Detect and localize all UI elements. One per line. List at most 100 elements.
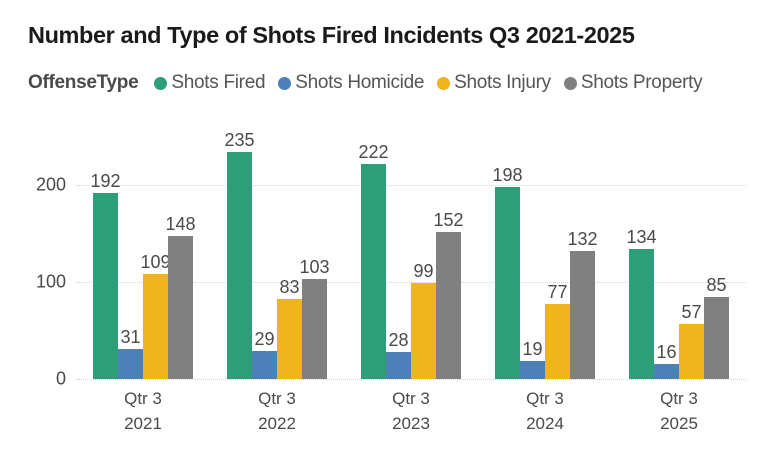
x-axis-year-text: 2023: [392, 414, 430, 433]
x-axis-quarter-text: Qtr 3: [660, 389, 698, 408]
bar-value-label: 29: [254, 328, 275, 349]
bar-rect[interactable]: [227, 151, 252, 379]
bar-rect[interactable]: [411, 283, 436, 379]
legend-swatch-icon: [563, 76, 577, 90]
bar-cluster: 235 29 83 103: [224, 79, 330, 379]
bar-rect[interactable]: [118, 349, 143, 379]
legend-item-shots-fired[interactable]: Shots Fired: [154, 72, 266, 94]
bar-shots-fired[interactable]: 222: [358, 79, 389, 379]
bar-value-label: 148: [165, 213, 196, 234]
bar-value-label: 103: [299, 257, 330, 278]
bar-value-label: 83: [279, 276, 300, 297]
bar-value-label: 132: [567, 229, 598, 250]
bar-cluster: 192 31 109 148: [90, 79, 196, 379]
bar-value-label: 235: [224, 129, 255, 150]
bar-value-label: 134: [626, 227, 657, 248]
bar-cluster: 134 16 57 85: [626, 79, 729, 379]
bar-shots-injury[interactable]: 109: [140, 79, 171, 379]
bar-value-label: 152: [433, 209, 464, 230]
x-axis-category-label: Qtr 3 2025: [609, 386, 749, 436]
x-axis-quarter-text: Qtr 3: [392, 389, 430, 408]
bar-value-label: 109: [140, 251, 171, 272]
bar-rect[interactable]: [361, 164, 386, 379]
legend-item-shots-injury[interactable]: Shots Injury: [437, 72, 551, 94]
bar-shots-injury[interactable]: 83: [277, 79, 302, 379]
legend-swatch-icon: [154, 76, 168, 90]
legend-item-shots-property[interactable]: Shots Property: [563, 72, 703, 94]
bar-rect[interactable]: [252, 350, 277, 379]
bar-value-label: 192: [90, 171, 121, 192]
x-axis-quarter-text: Qtr 3: [526, 389, 564, 408]
legend-item-list: Shots Fired Shots Homicide Shots Injury Sho…: [154, 72, 715, 94]
bar-value-label: 16: [656, 341, 677, 362]
bar-value-label: 198: [492, 165, 523, 186]
gridline: [76, 185, 746, 187]
chart-legend: OffenseType Shots Fired Shots Homicide Sho…: [28, 70, 715, 96]
bar-value-label: 99: [413, 261, 434, 282]
bar-value-label: 31: [120, 327, 141, 347]
legend-label: Shots Injury: [454, 72, 551, 93]
bar-shots-property[interactable]: 152: [433, 79, 464, 379]
bar-rect[interactable]: [545, 304, 570, 379]
bar-rect[interactable]: [570, 251, 595, 379]
legend-swatch-icon: [278, 76, 292, 90]
bar-rect[interactable]: [143, 273, 168, 379]
bar-value-label: 85: [706, 274, 727, 295]
bar-shots-homicide[interactable]: 31: [118, 79, 143, 379]
y-axis-tick-label: 0: [55, 368, 66, 389]
bar-rect[interactable]: [386, 351, 411, 379]
bar-shots-fired[interactable]: 198: [492, 79, 523, 379]
bar-shots-homicide[interactable]: 28: [386, 79, 411, 379]
legend-item-shots-homicide[interactable]: Shots Homicide: [278, 72, 424, 94]
bar-rect[interactable]: [302, 279, 327, 379]
x-axis-year-text: 2025: [660, 414, 698, 433]
bar-shots-property[interactable]: 148: [165, 79, 196, 379]
bar-rect[interactable]: [436, 231, 461, 379]
bar-shots-homicide[interactable]: 16: [654, 79, 679, 379]
x-axis-category-label: Qtr 3 2024: [475, 386, 615, 436]
bar-value-label: 19: [522, 338, 543, 359]
legend-label: Shots Homicide: [295, 72, 425, 93]
gridline: [76, 379, 746, 380]
bar-shots-injury[interactable]: 57: [679, 79, 704, 379]
bar-rect[interactable]: [654, 363, 679, 379]
bar-rect[interactable]: [277, 298, 302, 379]
bar-shots-property[interactable]: 103: [299, 79, 330, 379]
bar-shots-fired[interactable]: 192: [90, 79, 121, 379]
bar-shots-injury[interactable]: 99: [411, 79, 436, 379]
bar-value-label: 57: [681, 301, 702, 322]
bar-shots-homicide[interactable]: 19: [520, 79, 545, 379]
x-axis-year-text: 2022: [258, 414, 296, 433]
legend-title: OffenseType: [28, 72, 139, 93]
bar-shots-property[interactable]: 132: [567, 79, 598, 379]
x-axis-quarter-text: Qtr 3: [258, 389, 296, 408]
bar-shots-injury[interactable]: 77: [545, 79, 570, 379]
x-axis-year-text: 2024: [526, 414, 564, 433]
bar-rect[interactable]: [93, 193, 118, 379]
legend-label: Shots Fired: [171, 72, 266, 93]
bar-rect[interactable]: [679, 323, 704, 379]
bar-rect[interactable]: [704, 296, 729, 379]
gridline: [76, 282, 746, 284]
bar-shots-property[interactable]: 85: [704, 79, 729, 379]
y-axis-tick-label: 100: [35, 271, 66, 292]
y-axis-tick-label: 200: [35, 174, 66, 195]
bar-value-label: 28: [388, 329, 409, 350]
legend-label: Shots Property: [580, 72, 703, 93]
x-axis-category-label: Qtr 3 2023: [341, 386, 481, 436]
bar-rect[interactable]: [629, 249, 654, 379]
bar-shots-fired[interactable]: 235: [224, 79, 255, 379]
bar-value-label: 222: [358, 142, 389, 163]
bar-rect[interactable]: [520, 360, 545, 379]
x-axis-category-label: Qtr 3 2021: [73, 386, 213, 436]
bar-rect[interactable]: [495, 187, 520, 379]
bar-rect[interactable]: [168, 235, 193, 379]
x-axis-category-label: Qtr 3 2022: [207, 386, 347, 436]
bar-cluster: 198 19 77 132: [492, 79, 598, 379]
x-axis-quarter-text: Qtr 3: [124, 389, 162, 408]
bar-shots-homicide[interactable]: 29: [252, 79, 277, 379]
bar-shots-fired[interactable]: 134: [626, 79, 657, 379]
chart-title: Number and Type of Shots Fired Incidents…: [28, 22, 635, 48]
